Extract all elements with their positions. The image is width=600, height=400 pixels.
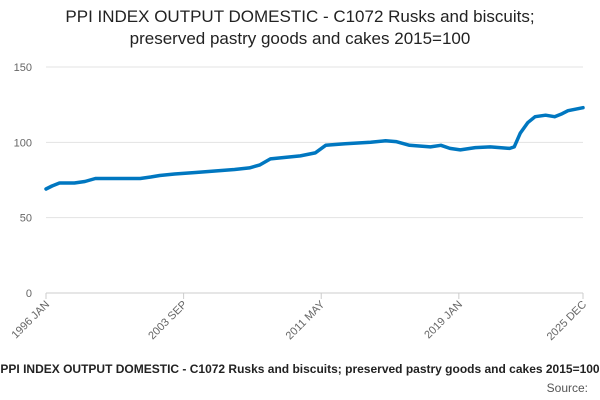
y-tick-label: 150 xyxy=(14,62,32,74)
chart-title: PPI INDEX OUTPUT DOMESTIC - C1072 Rusks … xyxy=(65,7,534,26)
footer-title: PPI INDEX OUTPUT DOMESTIC - C1072 Rusks … xyxy=(0,362,600,376)
x-tick-label: 2011 MAY xyxy=(284,298,328,342)
y-tick-label: 0 xyxy=(26,288,32,300)
y-tick-label: 100 xyxy=(14,137,32,149)
chart-title: preserved pastry goods and cakes 2015=10… xyxy=(130,29,471,48)
source: Source: xyxy=(547,381,588,395)
data-line xyxy=(44,105,585,191)
y-tick-label: 50 xyxy=(20,213,32,225)
x-tick-label: 2019 JAN xyxy=(422,299,465,342)
x-tick-label: 1996 JAN xyxy=(9,299,52,342)
x-tick-label: 2025 DEC xyxy=(545,299,589,343)
x-tick-label: 2003 SEP xyxy=(146,299,190,343)
